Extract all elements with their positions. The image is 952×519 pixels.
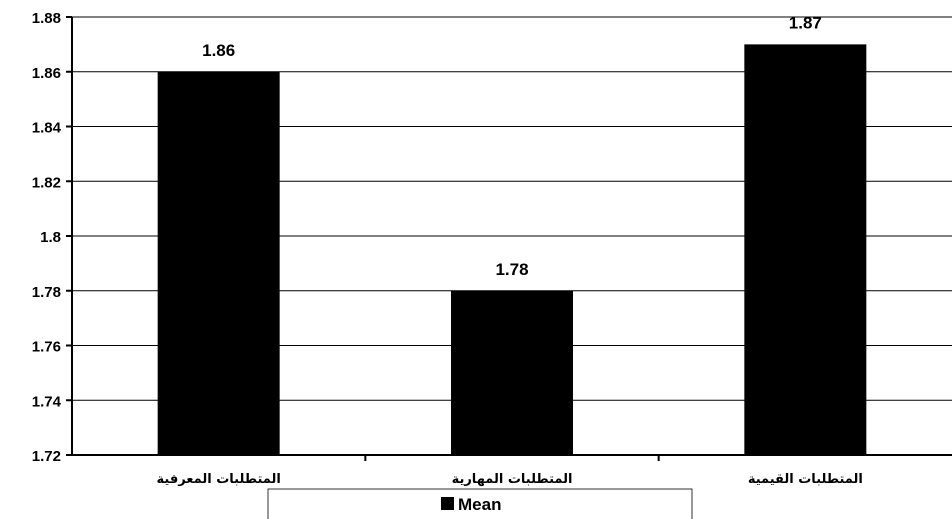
x-tick-label: المتطلبات القيمية — [748, 472, 863, 487]
x-tick-label: المتطلبات المهارية — [452, 472, 573, 487]
bar — [157, 71, 280, 455]
x-tick-labels: المتطلبات المعرفية المتطلبات المهارية المت… — [157, 472, 863, 487]
bar — [451, 290, 573, 455]
legend-swatch-mean — [441, 497, 454, 510]
x-tick-label: المتطلبات المعرفية — [157, 472, 281, 487]
y-tick-label: 1.82 — [32, 174, 61, 191]
y-tick-label: 1.76 — [32, 339, 61, 356]
data-label: 1.87 — [789, 13, 822, 32]
legend: Mean — [267, 488, 693, 519]
data-labels: 1.86 1.78 1.87 — [202, 13, 822, 278]
y-tick-label: 1.78 — [32, 284, 61, 301]
y-tick-labels: 1.72 1.74 1.76 1.78 1.8 1.82 1.84 1.86 1.88 — [32, 10, 62, 465]
bars — [157, 44, 867, 455]
y-tick-label: 1.88 — [32, 10, 61, 27]
y-tick-label: 1.8 — [40, 229, 61, 246]
y-tick-label: 1.84 — [32, 120, 62, 137]
data-label: 1.78 — [495, 260, 528, 279]
y-tick-label: 1.86 — [32, 65, 61, 82]
y-tick-label: 1.74 — [32, 393, 62, 410]
axes — [66, 16, 952, 461]
legend-label-mean: Mean — [458, 495, 501, 514]
y-tick-label: 1.72 — [32, 448, 61, 465]
bar — [744, 44, 867, 455]
legend-box — [267, 488, 693, 519]
data-label: 1.86 — [202, 41, 235, 60]
